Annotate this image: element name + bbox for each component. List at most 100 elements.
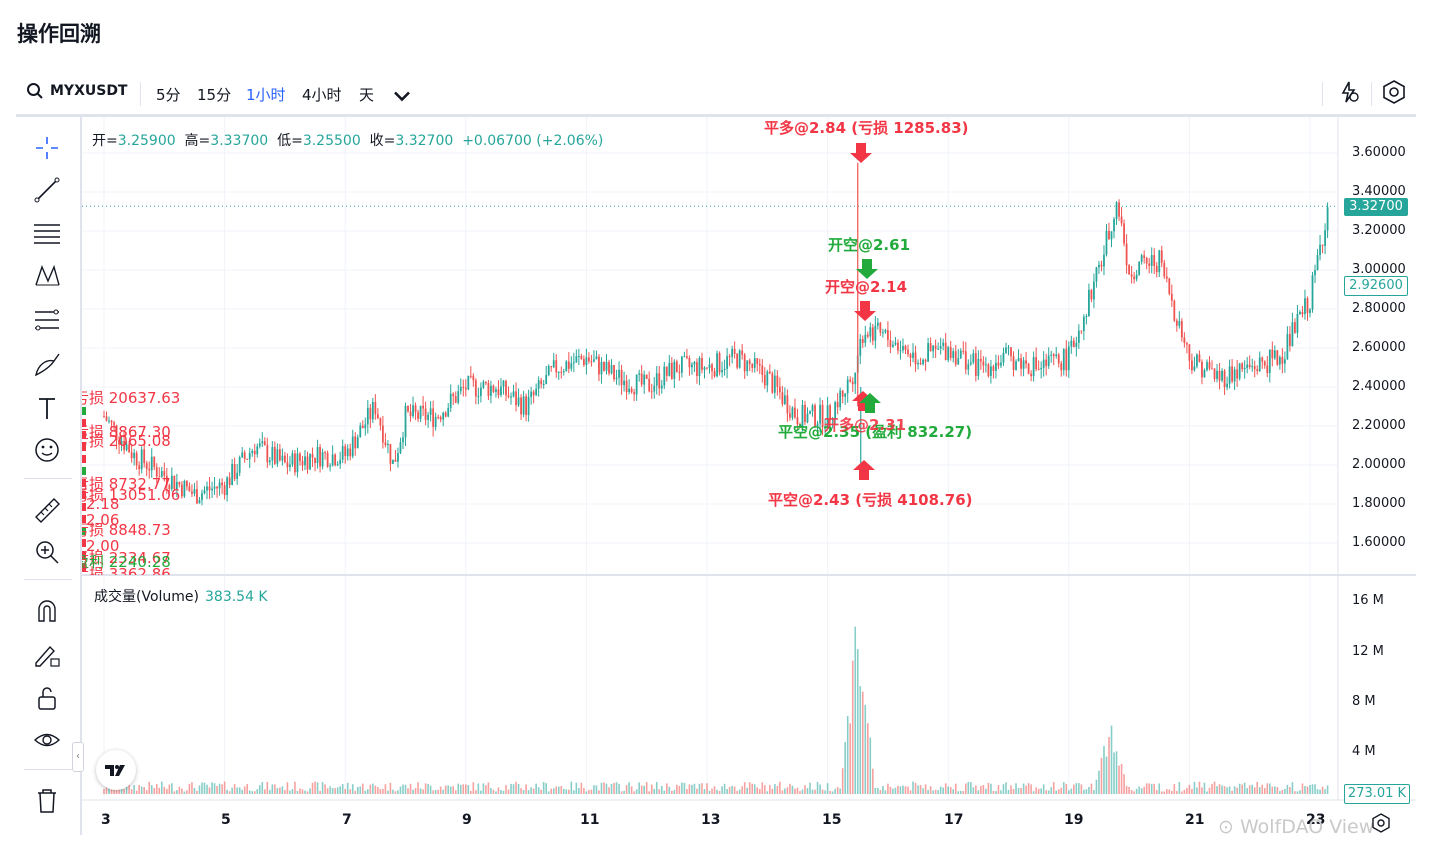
candle-body: [711, 364, 713, 372]
timeframe-1d[interactable]: 天: [359, 86, 375, 104]
settings-hexagon-icon[interactable]: [1380, 78, 1408, 106]
change-value: +0.06700 (+2.06%): [462, 133, 604, 149]
volume-bar: [635, 789, 638, 794]
candle-body: [640, 373, 643, 385]
symbol-search[interactable]: MYXUSDT: [26, 82, 128, 100]
collapse-toolbar-button[interactable]: ‹: [72, 742, 84, 772]
candle-body: [678, 372, 681, 374]
candle-body: [1143, 255, 1146, 259]
brush-icon[interactable]: [32, 349, 62, 379]
timeframe-15m[interactable]: 15分: [197, 86, 232, 104]
trash-icon[interactable]: [32, 785, 62, 815]
volume-bar: [562, 788, 565, 794]
price-tick: 3.60000: [1352, 145, 1406, 160]
volume-bar: [176, 790, 178, 794]
volume-bar: [578, 788, 580, 794]
price-chart[interactable]: [82, 117, 1416, 837]
volume-bar: [889, 786, 892, 794]
volume-bar: [306, 791, 309, 794]
price-tick: 3.00000: [1352, 262, 1406, 277]
volume-bar: [434, 790, 437, 794]
volume-bar: [321, 782, 324, 794]
candle-body: [359, 425, 362, 438]
volume-bar: [826, 783, 829, 794]
volume-bar: [801, 789, 804, 794]
volume-bar: [1138, 786, 1140, 794]
candle-body: [761, 365, 764, 376]
unlock-icon[interactable]: [32, 683, 62, 713]
chevron-down-icon[interactable]: [388, 82, 416, 110]
volume-bar: [791, 785, 794, 794]
volume-bar: [633, 791, 635, 794]
volume-bar: [786, 787, 789, 794]
timeframe-1h[interactable]: 1小时: [246, 86, 286, 104]
candle-body: [314, 457, 316, 464]
candle-body: [186, 480, 188, 487]
candle-body: [881, 332, 884, 334]
volume-bar: [1155, 790, 1158, 794]
chart-settings-icon[interactable]: [1370, 812, 1392, 834]
emoji-icon[interactable]: [32, 435, 62, 465]
candle-body: [1135, 274, 1138, 280]
volume-bar: [834, 788, 836, 794]
fib-icon[interactable]: [32, 305, 62, 335]
ruler-icon[interactable]: [32, 495, 62, 525]
flash-icon[interactable]: [1334, 78, 1362, 106]
tradingview-logo[interactable]: [96, 750, 136, 790]
candle-body: [1165, 276, 1168, 279]
horizontal-lines-icon[interactable]: [32, 219, 62, 249]
timeframe-4h[interactable]: 4小时: [302, 86, 342, 104]
volume-bar: [748, 782, 751, 794]
volume-bar: [738, 789, 741, 794]
candle-body: [771, 373, 774, 393]
volume-bar: [1090, 783, 1093, 794]
candle-body: [1306, 298, 1309, 314]
eye-icon[interactable]: [32, 725, 62, 755]
candle-body: [316, 447, 319, 464]
volume-bar: [1080, 784, 1083, 794]
candle-body: [522, 396, 525, 415]
volume-bar: [246, 784, 249, 794]
volume-bar: [284, 790, 286, 794]
volume-bar: [1299, 790, 1301, 794]
candle-body: [562, 371, 565, 373]
volume-bar: [527, 790, 530, 794]
volume-bar: [1183, 789, 1186, 794]
volume-bar: [560, 786, 563, 794]
candle-body: [1085, 316, 1088, 318]
pattern-icon[interactable]: [32, 261, 62, 291]
candle-body: [907, 349, 909, 355]
zoom-in-icon[interactable]: [32, 537, 62, 567]
candle-body: [138, 465, 141, 470]
trendline-icon[interactable]: [32, 175, 62, 205]
timeframe-5m[interactable]: 5分: [156, 86, 181, 104]
candle-body: [326, 453, 329, 467]
crosshair-icon[interactable]: [32, 133, 62, 163]
volume-bar: [269, 789, 271, 794]
candle-body: [1010, 347, 1012, 357]
candle-body: [964, 351, 967, 370]
volume-bar: [1098, 770, 1100, 794]
text-icon[interactable]: [32, 393, 62, 423]
time-tick: 5: [221, 812, 231, 828]
candle-body: [1098, 264, 1100, 268]
candle-body: [1268, 349, 1271, 373]
candle-body: [783, 395, 786, 405]
candle-body: [512, 391, 515, 397]
magnet-icon[interactable]: [32, 595, 62, 625]
candle-body: [1319, 244, 1321, 256]
pencil-lock-icon[interactable]: [32, 639, 62, 669]
toolbar-divider: [1371, 82, 1372, 106]
volume-bar: [1228, 786, 1231, 794]
volume-bar: [442, 789, 444, 794]
volume-bar: [316, 782, 319, 794]
candle-body: [344, 446, 347, 457]
volume-bar: [1010, 785, 1012, 794]
candle-body: [1138, 261, 1141, 275]
volume-bar: [598, 790, 600, 794]
candle-body: [412, 405, 414, 417]
volume-bar: [849, 723, 852, 794]
candle-body: [464, 387, 467, 390]
volume-bar: [939, 786, 942, 794]
volume-bar: [663, 790, 666, 794]
